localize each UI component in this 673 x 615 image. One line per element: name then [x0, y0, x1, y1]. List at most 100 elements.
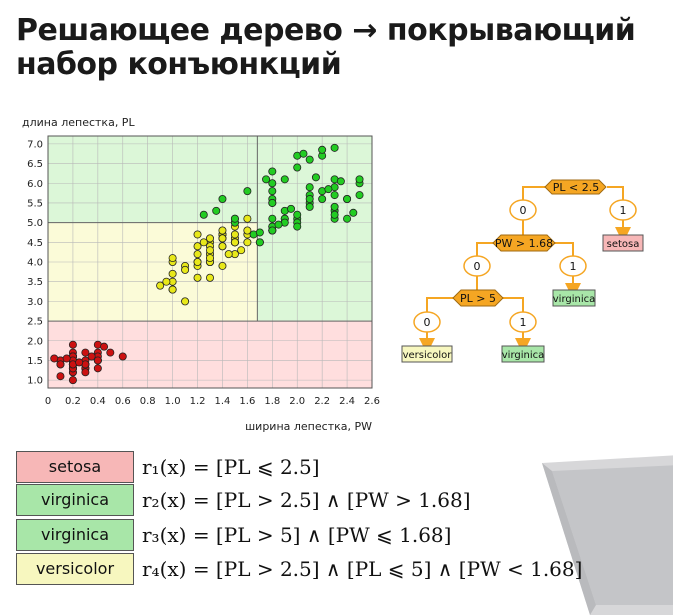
point-virginica [343, 195, 352, 204]
point-versicolor [230, 238, 239, 247]
point-virginica [286, 204, 295, 213]
point-versicolor [193, 273, 202, 282]
point-virginica [293, 222, 302, 231]
tree-node-pw: PW > 1.68 [492, 234, 556, 252]
y-tick-label: 6.5 [27, 159, 43, 170]
point-versicolor [168, 285, 177, 294]
y-tick-label: 4.0 [27, 258, 43, 269]
x-tick-label: 0.8 [140, 396, 156, 407]
point-versicolor [156, 281, 165, 290]
point-virginica [268, 226, 277, 235]
point-virginica [330, 191, 339, 200]
laptop-image [542, 455, 673, 615]
point-virginica [355, 191, 364, 200]
x-tick-label: 1.2 [190, 396, 206, 407]
point-versicolor [205, 234, 214, 243]
point-setosa [50, 354, 59, 363]
point-setosa [56, 372, 65, 381]
point-setosa [118, 352, 127, 361]
iris-scatter-chart: 0 0.2 0.4 0.6 0.8 1.0 1.2 1.4 1.6 1.8 2.0 2.2 2.4 2.6… [22, 116, 380, 433]
point-virginica [330, 143, 339, 152]
edge-label-n2-1: 1 [559, 255, 587, 277]
y-tick-label: 2.0 [27, 336, 43, 347]
y-tick-label: 3.0 [27, 297, 43, 308]
point-virginica [268, 167, 277, 176]
x-tick-label: 0.6 [115, 396, 131, 407]
edge-n3-0 [426, 297, 457, 312]
point-virginica [318, 195, 327, 204]
svg-text:setosa: setosa [607, 239, 640, 250]
point-versicolor [193, 230, 202, 239]
tree-node-pl5-label: PL > 5 [460, 292, 496, 305]
point-setosa [62, 354, 71, 363]
point-virginica [255, 228, 264, 237]
point-setosa [93, 364, 102, 373]
point-virginica [268, 198, 277, 207]
point-setosa [56, 360, 65, 369]
point-versicolor [205, 273, 214, 282]
x-tick-label: 2.4 [339, 396, 355, 407]
edge-root-1 [607, 186, 624, 200]
edge-label-n3-1: 1 [509, 311, 537, 333]
x-tick-label: 1.8 [264, 396, 280, 407]
point-virginica [280, 175, 289, 184]
point-virginica [268, 214, 277, 223]
point-virginica [243, 187, 252, 196]
plot-frame [47, 135, 373, 389]
x-tick-label: 2.6 [364, 396, 380, 407]
tree-leaf-versicolor: versicolor [401, 345, 453, 363]
point-versicolor [218, 242, 227, 251]
y-tick-label: 3.5 [27, 277, 43, 288]
point-versicolor [181, 297, 190, 306]
x-axis-label: ширина лепестка, PW [245, 420, 372, 433]
point-virginica [330, 202, 339, 211]
point-virginica [336, 177, 345, 186]
point-virginica [299, 149, 308, 158]
point-virginica [218, 195, 227, 204]
rule-row-2: virginica r₂(x) = [PL > 2.5] ∧ [PW > 1.6… [16, 484, 576, 516]
point-setosa [75, 358, 84, 367]
point-virginica [262, 175, 271, 184]
point-virginica [311, 173, 320, 182]
point-virginica [324, 185, 333, 194]
y-axis-label: длина лепестка, PL [22, 116, 135, 129]
rule-formula: r₃(x) = [PL > 5] ∧ [PW ⩽ 1.68] [142, 523, 452, 547]
point-setosa [87, 352, 96, 361]
y-tick-label: 1.5 [27, 356, 43, 367]
tree-leaf-setosa: setosa [602, 234, 644, 252]
point-virginica [343, 214, 352, 223]
x-tick-label: 1.0 [165, 396, 181, 407]
rule-row-1: setosa r₁(x) = [PL ⩽ 2.5] [16, 451, 576, 483]
x-tick-label: 1.6 [239, 396, 255, 407]
point-versicolor [205, 254, 214, 263]
x-tick-label: 1.4 [215, 396, 231, 407]
tree-node-root: PL < 2.5 [544, 179, 607, 195]
point-versicolor [193, 250, 202, 259]
svg-text:versicolor: versicolor [403, 350, 453, 361]
point-virginica [274, 220, 283, 229]
point-versicolor [243, 238, 252, 247]
edge-label-root-1: 1 [609, 199, 637, 221]
svg-text:virginica: virginica [502, 350, 545, 361]
svg-text:1: 1 [570, 260, 577, 273]
edge-label-n2-0: 0 [463, 255, 491, 277]
tree-leaf-virginica-2: virginica [501, 345, 545, 363]
svg-text:1: 1 [520, 316, 527, 329]
point-versicolor [181, 265, 190, 274]
point-versicolor [230, 230, 239, 239]
point-versicolor [224, 250, 233, 259]
slide-title: Решающее дерево → покрывающий набор конъ… [16, 13, 636, 82]
point-versicolor [199, 238, 208, 247]
tree-leaf-virginica-1: virginica [552, 289, 596, 307]
point-setosa [81, 368, 90, 377]
point-virginica [212, 206, 221, 215]
rule-class-badge: setosa [16, 451, 134, 483]
tree-node-pw-label: PW > 1.68 [495, 237, 553, 250]
point-virginica [305, 155, 314, 164]
tree-node-pl5: PL > 5 [452, 289, 504, 307]
tree-node-root-label: PL < 2.5 [553, 181, 599, 194]
svg-text:0: 0 [424, 316, 431, 329]
point-virginica [355, 175, 364, 184]
point-virginica [230, 214, 239, 223]
point-virginica [318, 145, 327, 154]
